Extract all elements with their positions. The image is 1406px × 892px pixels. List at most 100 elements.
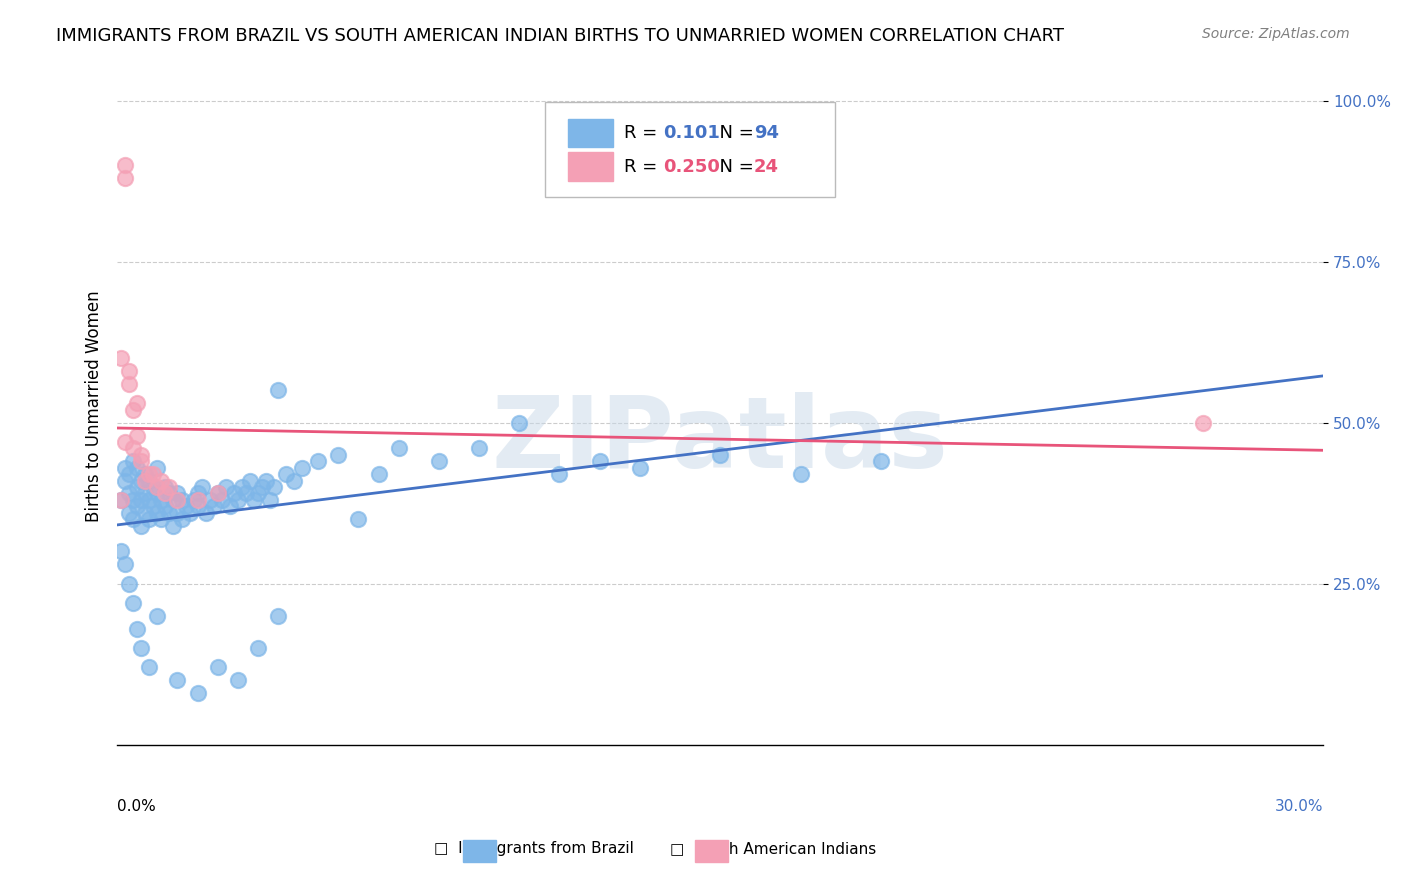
Point [131,492,153,507]
Point [166,486,188,500]
Point [263,480,285,494]
Point [122,492,145,507]
Text: 30.0%: 30.0% [1275,798,1323,814]
Point [291,460,314,475]
Point [508,416,530,430]
Point [146,480,169,494]
Y-axis label: Births to Unmarried Women: Births to Unmarried Women [86,291,103,523]
Point [267,384,290,398]
Point [198,492,221,507]
Point [118,576,141,591]
Point [146,460,169,475]
Point [155,500,177,514]
Point [159,506,181,520]
Point [243,492,266,507]
Point [166,492,188,507]
Point [709,448,731,462]
Point [150,492,173,507]
Point [127,396,149,410]
Point [159,486,181,500]
Point [174,500,197,514]
Point [142,480,165,494]
Point [202,500,225,514]
FancyBboxPatch shape [568,119,613,147]
Point [207,486,229,500]
Point [134,474,156,488]
Text: R =: R = [624,158,662,176]
Point [122,442,145,456]
Point [150,474,173,488]
Point [155,486,177,500]
Point [110,544,132,558]
Text: □  Immigrants from Brazil: □ Immigrants from Brazil [434,841,634,856]
Point [231,480,253,494]
Point [218,500,240,514]
Point [211,492,233,507]
Point [187,500,209,514]
Point [179,506,201,520]
FancyBboxPatch shape [568,153,613,181]
Point [194,506,217,520]
Point [110,351,132,366]
Point [548,467,571,482]
Text: □  South American Indians: □ South American Indians [671,841,876,856]
Point [162,492,184,507]
Point [127,622,149,636]
Point [162,518,184,533]
Point [283,474,305,488]
Point [1191,416,1213,430]
Point [388,442,411,456]
Point [187,486,209,500]
Text: N =: N = [709,158,759,176]
Point [183,492,205,507]
Point [155,480,177,494]
Point [127,500,149,514]
Text: R =: R = [624,124,662,142]
Point [114,474,136,488]
Text: Source: ZipAtlas.com: Source: ZipAtlas.com [1202,27,1350,41]
Point [870,454,893,468]
Point [187,686,209,700]
Text: 24: 24 [754,158,779,176]
Point [274,467,297,482]
Point [190,480,212,494]
Point [235,486,257,500]
Point [122,512,145,526]
Point [367,467,389,482]
Point [110,492,132,507]
Point [347,512,370,526]
Text: 0.0%: 0.0% [117,798,156,814]
Point [114,558,136,572]
Point [170,492,193,507]
Text: N =: N = [709,124,759,142]
Point [138,492,160,507]
Point [122,596,145,610]
FancyBboxPatch shape [546,103,835,197]
Point [118,506,141,520]
Point [207,660,229,674]
Point [170,512,193,526]
Point [138,474,160,488]
Point [789,467,811,482]
Point [138,467,160,482]
Point [187,492,209,507]
Point [328,448,350,462]
Point [239,474,262,488]
Point [131,454,153,468]
Point [131,448,153,462]
Point [127,428,149,442]
Point [114,158,136,172]
Point [207,486,229,500]
Point [166,673,188,688]
Text: 94: 94 [754,124,779,142]
Point [134,506,156,520]
Point [166,506,188,520]
Text: ZIPatlas: ZIPatlas [492,392,949,489]
Point [222,486,245,500]
Point [246,486,269,500]
Point [307,454,329,468]
Point [468,442,491,456]
Point [134,467,156,482]
Point [134,486,156,500]
Point [131,518,153,533]
